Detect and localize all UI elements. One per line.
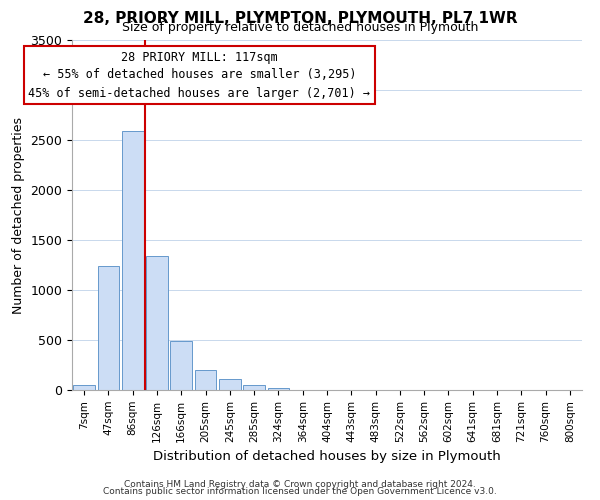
Text: Size of property relative to detached houses in Plymouth: Size of property relative to detached ho… [122,21,478,34]
Bar [122,131,143,390]
Bar [219,379,241,390]
Y-axis label: Number of detached properties: Number of detached properties [12,116,25,314]
Text: Contains HM Land Registry data © Crown copyright and database right 2024.: Contains HM Land Registry data © Crown c… [124,480,476,489]
Text: Contains public sector information licensed under the Open Government Licence v3: Contains public sector information licen… [103,487,497,496]
X-axis label: Distribution of detached houses by size in Plymouth: Distribution of detached houses by size … [153,450,501,463]
Text: 28, PRIORY MILL, PLYMPTON, PLYMOUTH, PL7 1WR: 28, PRIORY MILL, PLYMPTON, PLYMOUTH, PL7… [83,11,517,26]
Bar [97,266,119,390]
Bar [73,385,95,390]
Bar [243,385,265,390]
Bar [146,256,168,390]
Bar [194,370,217,390]
Bar [268,388,289,390]
Text: 28 PRIORY MILL: 117sqm
← 55% of detached houses are smaller (3,295)
45% of semi-: 28 PRIORY MILL: 117sqm ← 55% of detached… [29,50,371,100]
Bar [170,341,192,390]
